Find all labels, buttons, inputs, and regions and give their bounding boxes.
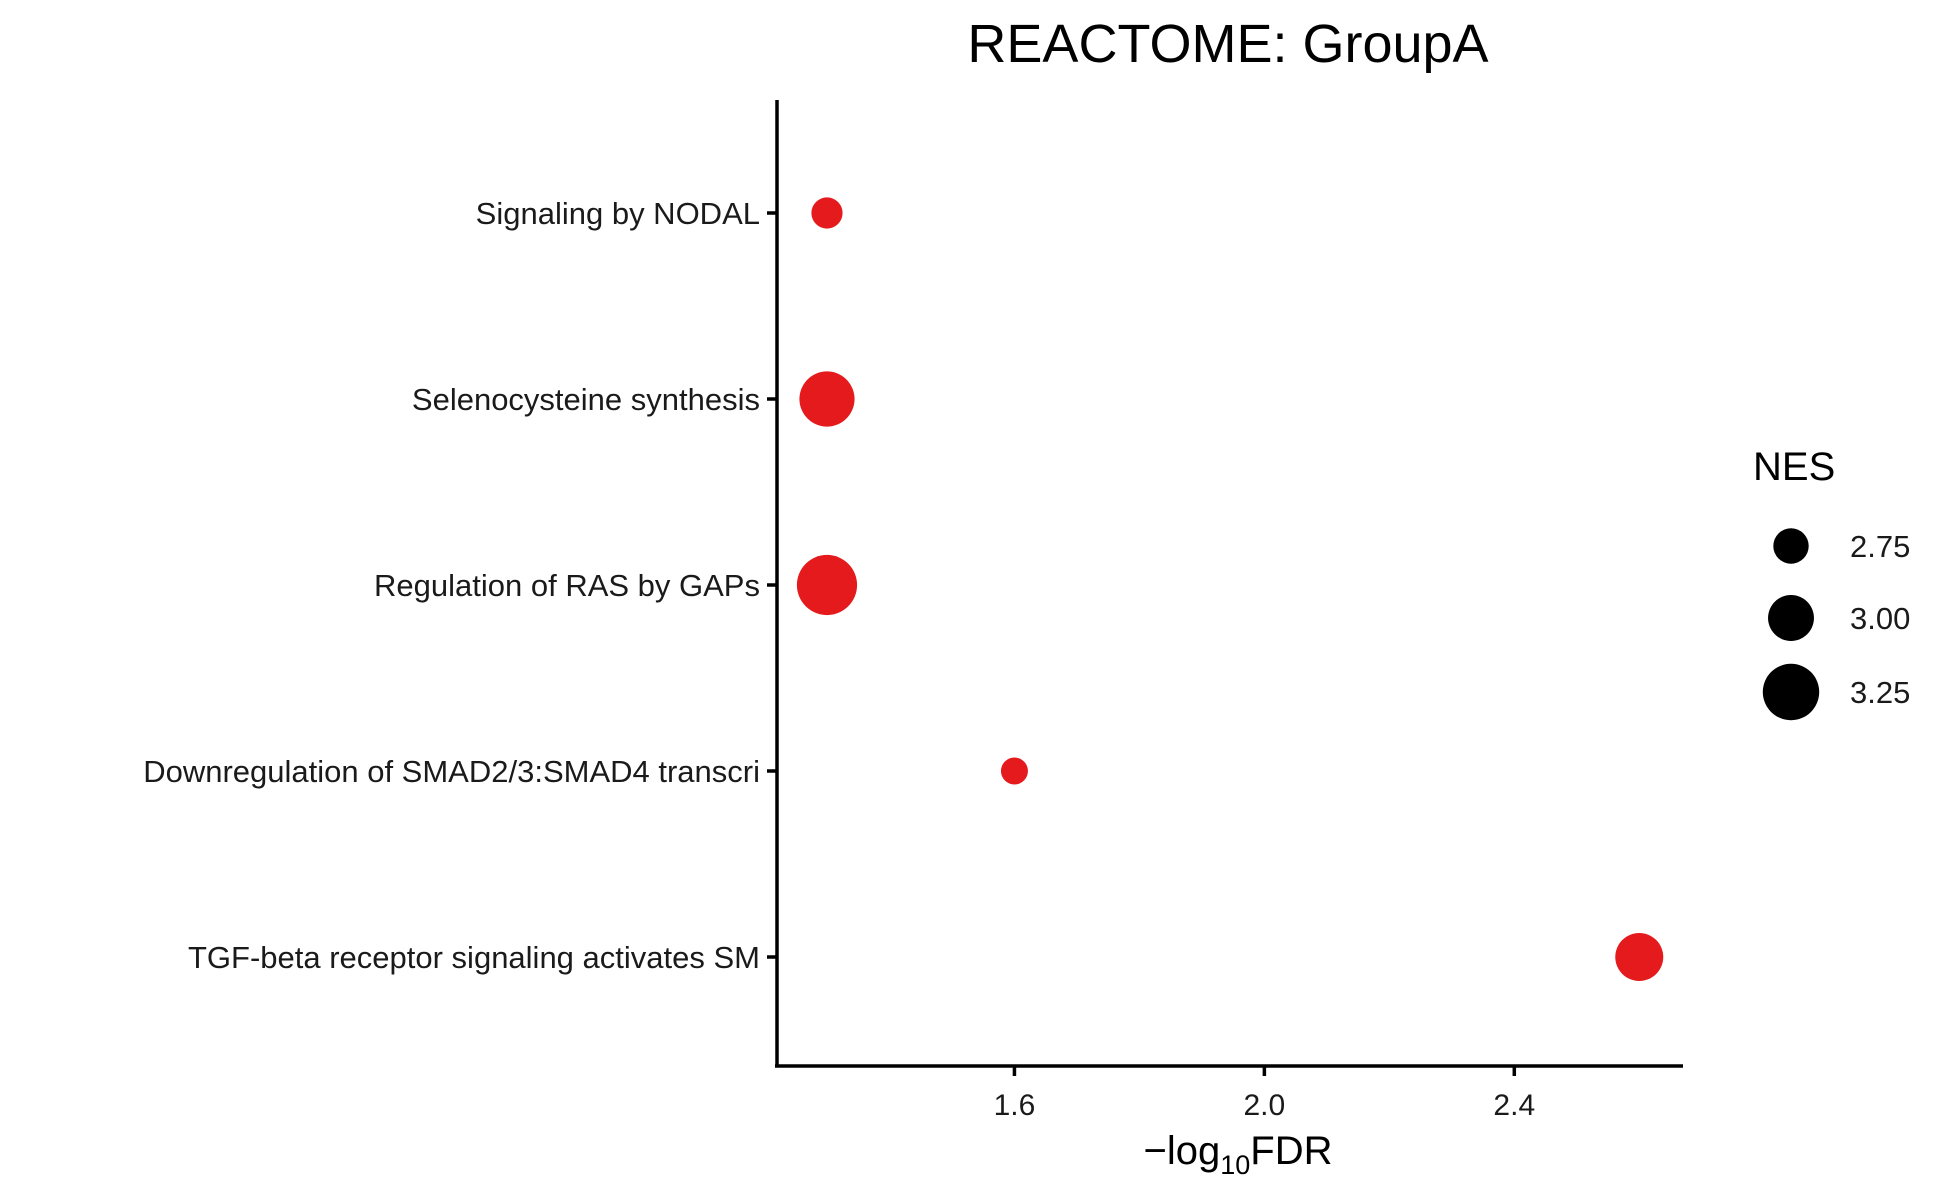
data-point	[811, 197, 843, 229]
y-tick-label: Downregulation of SMAD2/3:SMAD4 transcri	[143, 754, 760, 789]
legend: NES 2.75 3.00 3.25	[1753, 445, 1910, 721]
legend-title: NES	[1753, 445, 1835, 489]
plot-area	[796, 197, 1664, 981]
data-point	[799, 371, 855, 427]
y-tick-label: Signaling by NODAL	[476, 196, 760, 231]
y-axis-ticks: Signaling by NODAL Selenocysteine synthes…	[143, 196, 777, 975]
x-axis-title-suffix: FDR	[1250, 1129, 1332, 1173]
chart-title: REACTOME: GroupA	[967, 14, 1488, 74]
x-axis-title-subscript: 10	[1220, 1150, 1250, 1180]
legend-key	[1762, 663, 1820, 721]
y-tick-label: Regulation of RAS by GAPs	[374, 568, 760, 603]
y-tick-label: Selenocysteine synthesis	[412, 382, 760, 417]
x-tick-label: 2.0	[1244, 1089, 1286, 1122]
x-axis-ticks: 1.6 2.0 2.4	[994, 1066, 1535, 1122]
legend-label: 3.00	[1850, 601, 1910, 636]
legend-key	[1768, 595, 1814, 641]
y-tick-label: TGF-beta receptor signaling activates SM	[188, 940, 760, 975]
legend-label: 3.25	[1850, 675, 1910, 710]
x-axis-title-prefix: −log	[1143, 1129, 1220, 1173]
x-tick-label: 1.6	[994, 1089, 1036, 1122]
data-point	[1615, 933, 1664, 981]
legend-key	[1773, 528, 1809, 564]
data-point	[1000, 757, 1028, 785]
x-tick-label: 2.4	[1493, 1089, 1535, 1122]
legend-items: 2.75 3.00 3.25	[1762, 528, 1910, 721]
legend-label: 2.75	[1850, 529, 1910, 564]
data-point	[796, 554, 858, 616]
x-axis-title: −log10FDR	[1143, 1129, 1332, 1180]
